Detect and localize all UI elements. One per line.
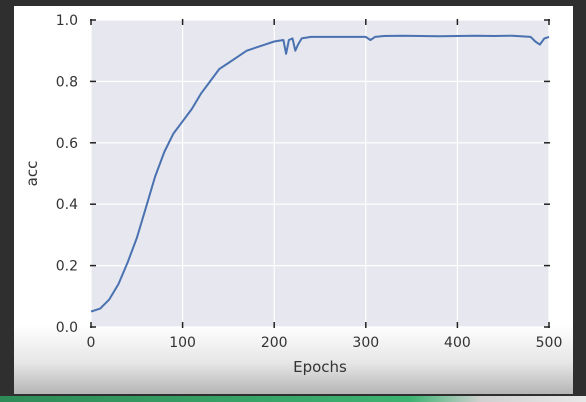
x-tick-label: 0 — [87, 335, 96, 351]
tick-labels: 0 100 200 300 400 500 0.0 0.2 0.4 0.6 0.8 1.0 — [56, 13, 563, 351]
x-tick-label: 500 — [536, 335, 563, 351]
y-tick-label: 0.8 — [56, 74, 78, 90]
plot-area — [91, 20, 549, 327]
bottom-progress-strip — [0, 396, 586, 402]
y-tick-label: 1.0 — [56, 13, 78, 29]
grid-lines — [90, 19, 550, 328]
x-axis-label: Epochs — [293, 358, 347, 376]
y-tick-label: 0.6 — [56, 136, 78, 152]
series-group — [90, 34, 550, 313]
x-tick-label: 400 — [444, 335, 471, 351]
series-line — [90, 34, 550, 313]
x-tick-label: 100 — [169, 335, 196, 351]
figure-panel: 0 100 200 300 400 500 0.0 0.2 0.4 0.6 0.8 1.0 Epoch… — [14, 6, 573, 394]
line-chart: 0 100 200 300 400 500 0.0 0.2 0.4 0.6 0.8 1.0 Epoch… — [23, 13, 563, 376]
axis-ticks — [90, 19, 550, 328]
y-tick-label: 0.2 — [56, 259, 78, 275]
x-tick-label: 200 — [261, 335, 288, 351]
x-tick-label: 300 — [352, 335, 379, 351]
y-tick-label: 0.0 — [56, 320, 78, 336]
y-axis-label: acc — [23, 161, 41, 187]
y-tick-label: 0.4 — [56, 197, 78, 213]
